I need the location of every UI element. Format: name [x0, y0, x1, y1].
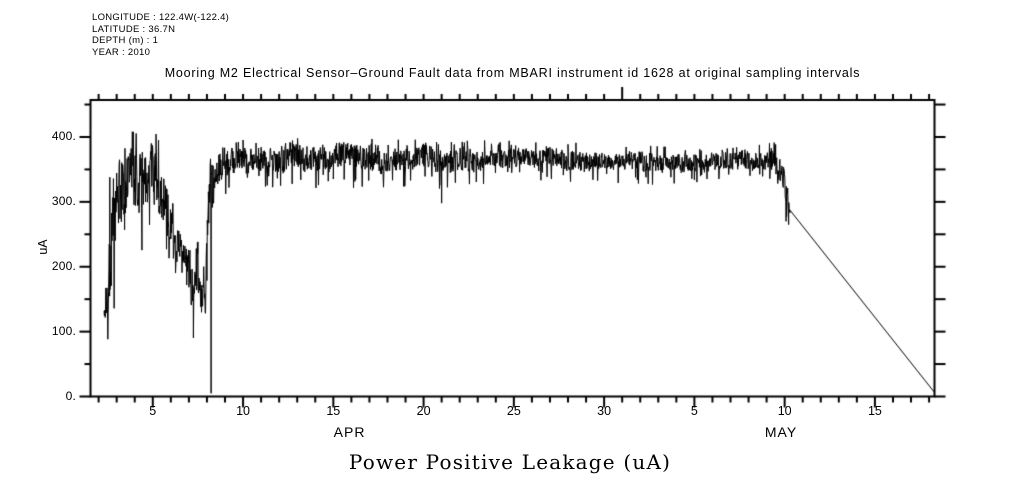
x-tick-label: 15 [326, 404, 341, 418]
x-tick-label: 30 [597, 404, 612, 418]
metadata-block: LONGITUDE : 122.4W(-122.4) LATITUDE : 36.… [92, 12, 229, 58]
meta-line: DEPTH (m) : 1 [92, 35, 159, 47]
month-label: APR [333, 424, 366, 440]
y-tick-label: 300. [51, 194, 76, 209]
y-tick-label: 0. [65, 389, 76, 403]
x-tick-label: 5 [149, 404, 157, 418]
month-label: MAY [764, 424, 798, 440]
x-tick-label: 25 [506, 404, 521, 418]
x-tick-label: 10 [236, 404, 250, 418]
x-tick-label: 10 [777, 404, 792, 418]
x-tick-label: 5 [690, 404, 698, 418]
y-tick-label: 200. [51, 259, 76, 274]
meta-line: LONGITUDE : 122.4W(-122.4) [92, 12, 230, 23]
chart-title: Mooring M2 Electrical Sensor–Ground Faul… [164, 66, 861, 80]
meta-line: LATITUDE : 36.7N [92, 23, 176, 35]
chart-caption: Power Positive Leakage (uA) [348, 450, 672, 474]
y-axis-label: uA [36, 239, 50, 255]
x-tick-label: 15 [867, 404, 882, 418]
meta-line: YEAR : 2010 [92, 46, 151, 58]
y-tick-label: 100. [51, 324, 76, 339]
y-tick-label: 400. [51, 129, 76, 144]
x-tick-label: 20 [416, 404, 431, 418]
